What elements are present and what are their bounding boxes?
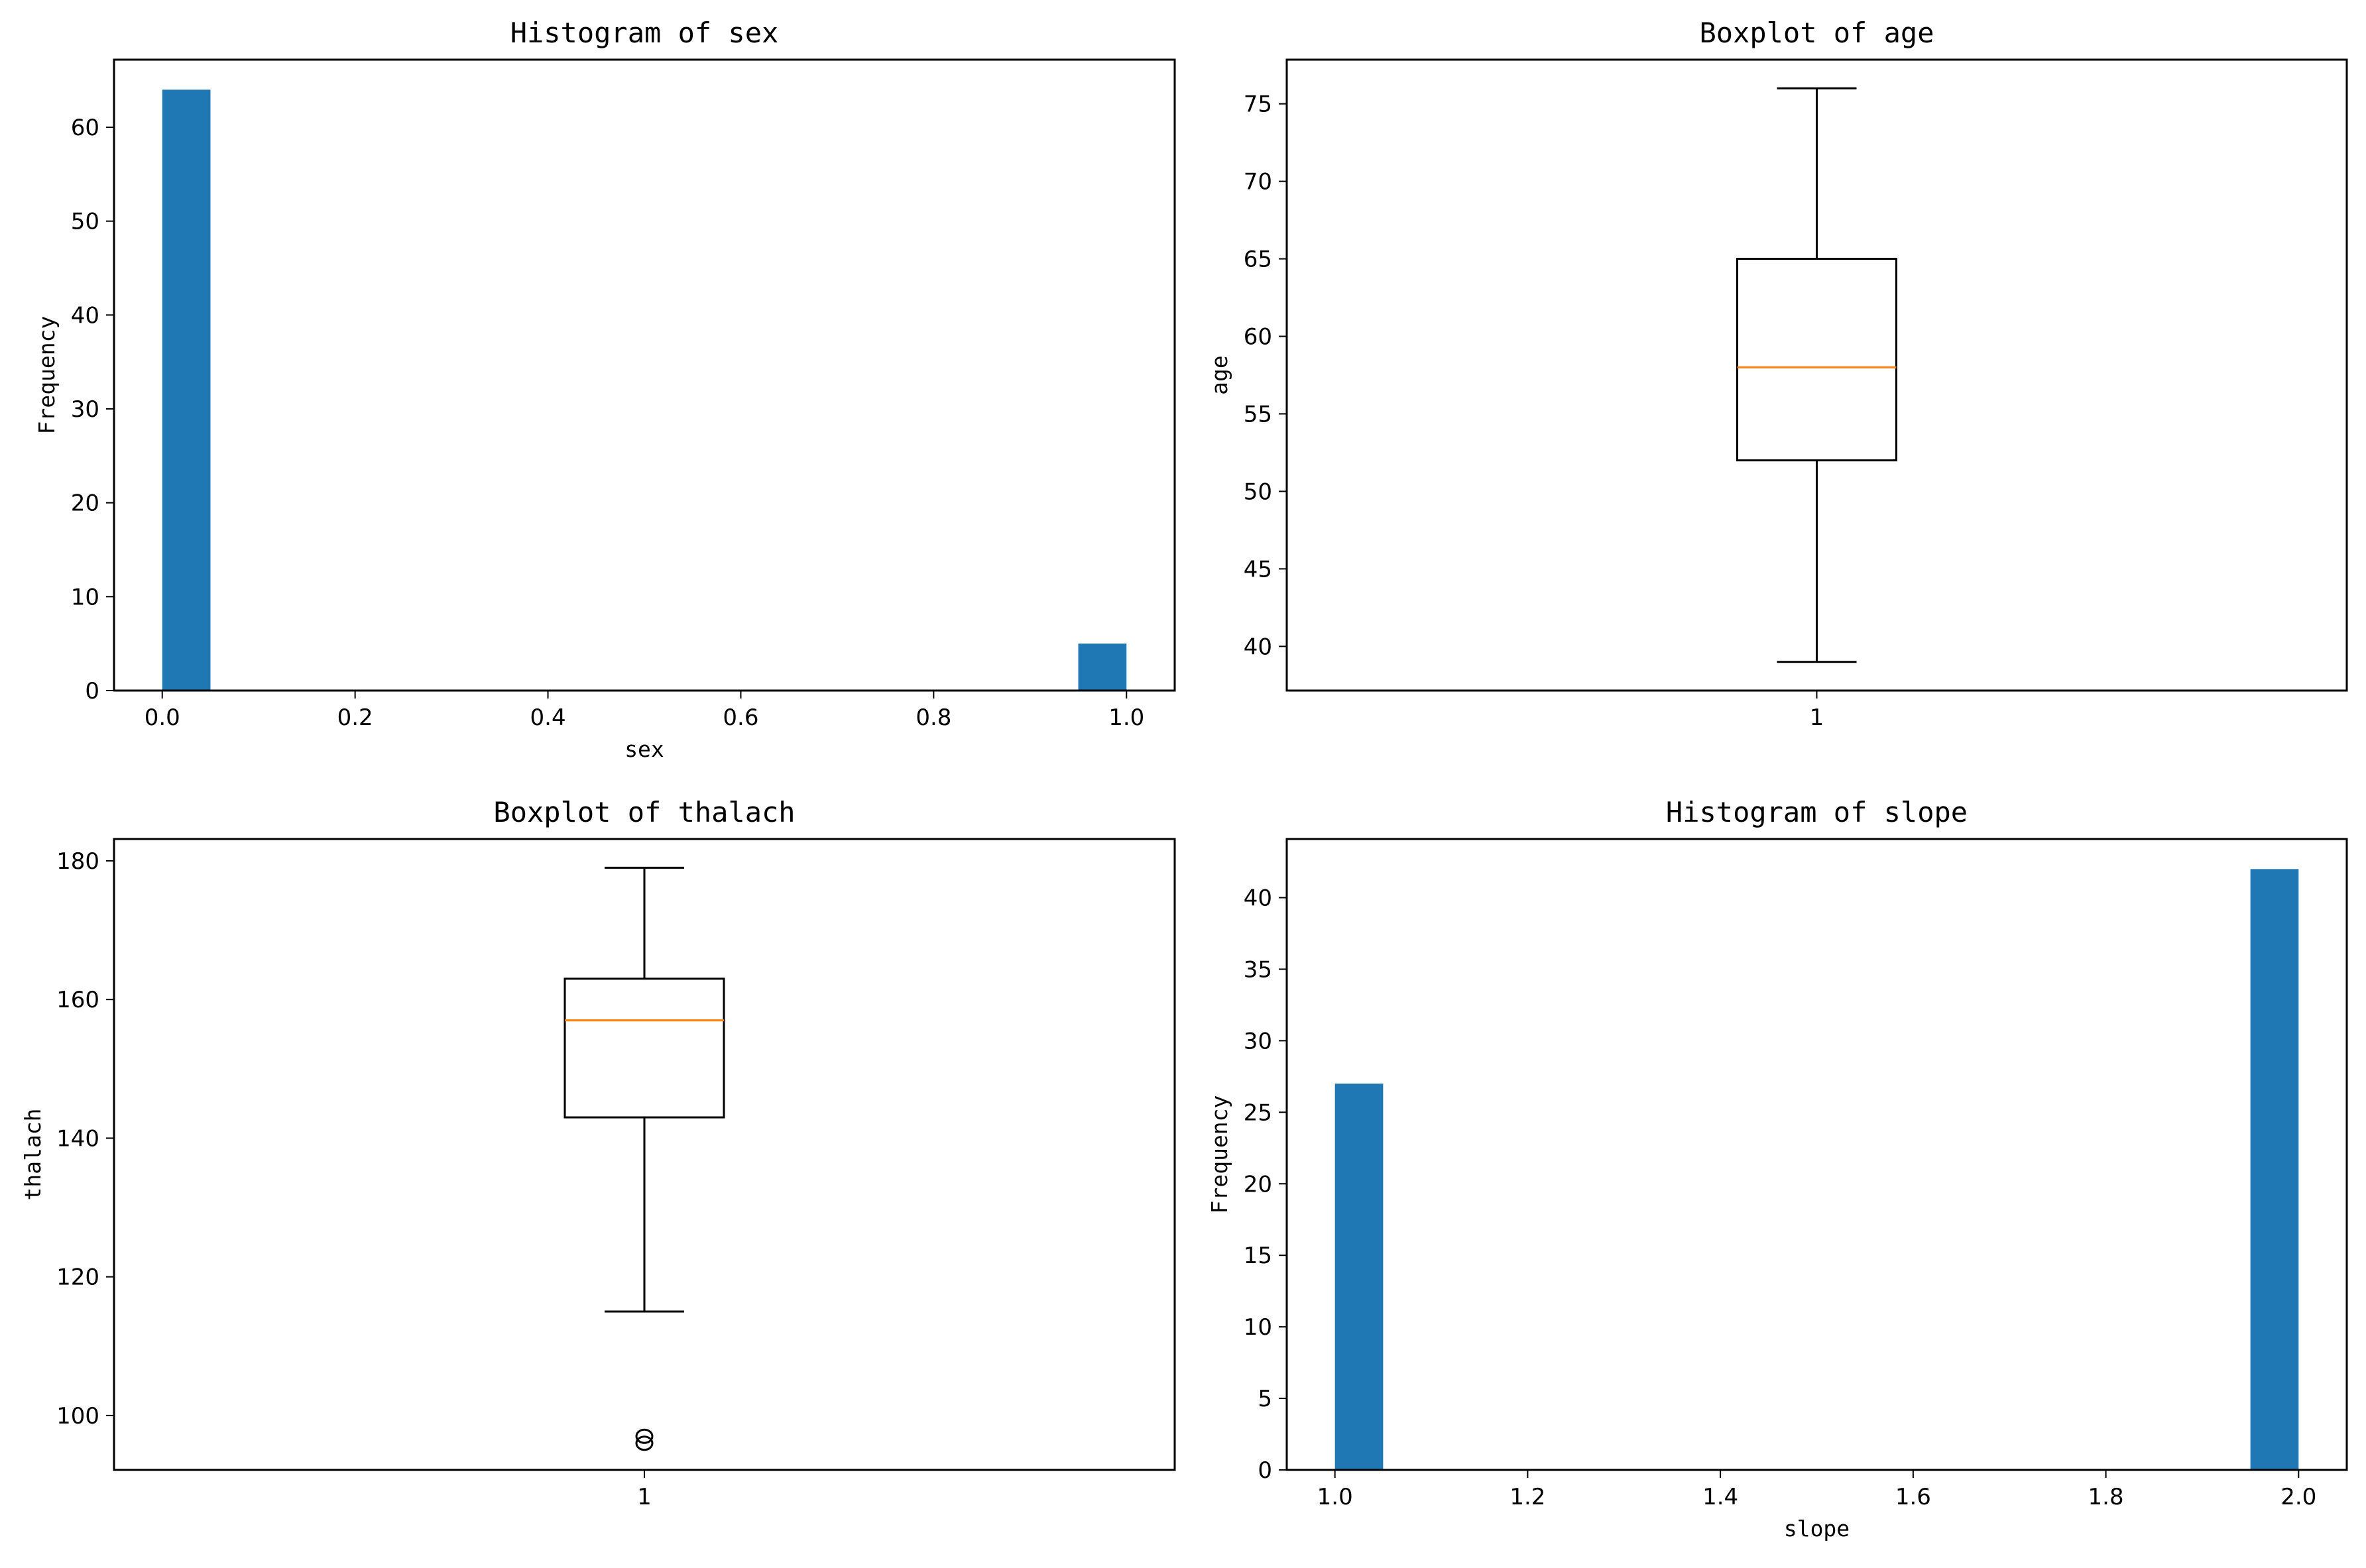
thalach-y-axis-label: thalach xyxy=(20,1108,46,1200)
slope-x-tick-label: 1.8 xyxy=(2088,1484,2124,1510)
sex-bar-1 xyxy=(1078,644,1127,691)
thalach-x-tick-label: 1 xyxy=(637,1484,652,1510)
thalach-y-tick-label: 180 xyxy=(56,848,99,875)
slope-y-tick-label: 25 xyxy=(1244,1099,1272,1126)
sex-x-axis-label: sex xyxy=(624,736,664,762)
age-chart-title: Boxplot of age xyxy=(1699,17,1934,49)
sex-y-tick-label: 60 xyxy=(71,115,99,141)
slope-y-tick-label: 30 xyxy=(1244,1028,1272,1054)
sex-x-tick-label: 0.6 xyxy=(723,704,758,731)
boxplot-age-panel: Boxplot of age 1 40 45 50 55 60 65 70 75 age xyxy=(1207,17,2348,731)
slope-bar-0 xyxy=(1334,1084,1384,1470)
sex-chart-title: Histogram of sex xyxy=(510,17,779,49)
thalach-y-tick-label: 160 xyxy=(56,987,99,1013)
age-box xyxy=(1736,258,1897,462)
histogram-slope-panel: Histogram of slope 1.0 1.2 1.4 1.6 1.8 2.0 slop… xyxy=(1207,796,2348,1541)
thalach-outlier-1 xyxy=(635,1428,654,1444)
slope-y-tick-label: 40 xyxy=(1244,885,1272,912)
age-y-tick-label: 60 xyxy=(1244,324,1272,351)
sex-y-tick-label: 30 xyxy=(71,396,99,423)
slope-x-tick-label: 1.4 xyxy=(1702,1484,1738,1510)
age-y-tick-label: 55 xyxy=(1244,401,1272,427)
age-x-tick-label: 1 xyxy=(1810,704,1824,731)
age-y-axis-label: age xyxy=(1207,355,1232,395)
age-y-tick-label: 75 xyxy=(1244,91,1272,118)
histogram-sex-panel: Histogram of sex 0.0 0.2 0.4 0.6 0.8 1.0 sex 0 10… xyxy=(34,17,1176,762)
sex-y-tick-label: 0 xyxy=(85,678,99,704)
sex-x-tick-label: 0.2 xyxy=(337,704,373,731)
age-y-tick-label: 40 xyxy=(1244,634,1272,660)
slope-x-axis-label: slope xyxy=(1784,1516,1850,1541)
sex-x-tick-label: 0.4 xyxy=(530,704,566,731)
boxplot-thalach-panel: Boxplot of thalach 1 100 120 140 160 180 thalac… xyxy=(20,796,1176,1510)
age-y-tick-label: 45 xyxy=(1244,556,1272,583)
thalach-box xyxy=(563,978,725,1119)
thalach-y-tick-label: 120 xyxy=(56,1264,99,1291)
sex-x-tick-label: 1.0 xyxy=(1108,704,1144,731)
slope-y-tick-label: 20 xyxy=(1244,1171,1272,1198)
thalach-y-tick-label: 140 xyxy=(56,1125,99,1152)
sex-y-tick-label: 40 xyxy=(71,302,99,329)
slope-y-tick-label: 5 xyxy=(1258,1386,1272,1412)
slope-y-axis-label: Frequency xyxy=(1207,1095,1232,1214)
thalach-chart-title: Boxplot of thalach xyxy=(493,796,795,828)
slope-y-tick-label: 35 xyxy=(1244,956,1272,983)
age-y-tick-label: 50 xyxy=(1244,478,1272,505)
age-y-tick-label: 65 xyxy=(1244,247,1272,273)
sex-y-tick-label: 20 xyxy=(71,490,99,517)
sex-axes-frame xyxy=(113,58,1176,692)
slope-x-tick-label: 1.0 xyxy=(1317,1484,1353,1510)
age-y-tick-label: 70 xyxy=(1244,169,1272,196)
slope-bar-1 xyxy=(2250,869,2299,1470)
slope-y-tick-label: 0 xyxy=(1258,1457,1272,1484)
sex-y-tick-label: 50 xyxy=(71,209,99,235)
age-axes-frame xyxy=(1285,58,2348,692)
slope-chart-title: Histogram of slope xyxy=(1666,796,1968,828)
sex-x-tick-label: 0.0 xyxy=(145,704,180,731)
thalach-y-tick-label: 100 xyxy=(56,1403,99,1429)
sex-x-tick-label: 0.8 xyxy=(916,704,951,731)
slope-y-tick-label: 10 xyxy=(1244,1314,1272,1341)
sex-y-axis-label: Frequency xyxy=(34,316,60,435)
slope-y-tick-label: 15 xyxy=(1244,1243,1272,1269)
thalach-axes-frame xyxy=(113,838,1176,1471)
sex-y-tick-label: 10 xyxy=(71,584,99,610)
slope-x-tick-label: 1.2 xyxy=(1509,1484,1545,1510)
slope-x-tick-label: 2.0 xyxy=(2280,1484,2316,1510)
slope-x-tick-label: 1.6 xyxy=(1895,1484,1931,1510)
thalach-outlier-0 xyxy=(635,1435,654,1451)
sex-bar-0 xyxy=(162,89,211,691)
slope-axes-frame xyxy=(1285,838,2348,1471)
